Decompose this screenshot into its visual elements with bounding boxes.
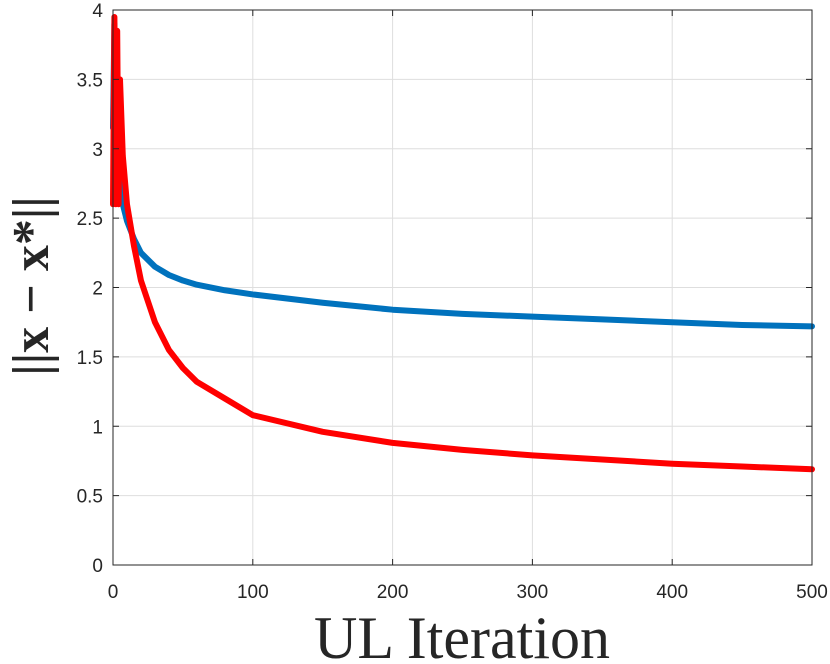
y-tick-label: 3.5	[77, 70, 103, 91]
y-tick-label: 1	[92, 417, 103, 438]
y-tick-label: 2.5	[77, 209, 103, 230]
x-tick-label: 400	[656, 582, 688, 603]
y-tick-label: 0.5	[77, 487, 103, 508]
tick-marks	[112, 9, 813, 566]
y-tick-label: 0	[92, 556, 103, 577]
series-group	[110, 13, 815, 473]
y-axis-label: ||x − x*||	[3, 196, 60, 375]
x-tick-label: 100	[237, 582, 269, 603]
x-tick-label: 500	[796, 582, 828, 603]
x-tick-label: 200	[377, 582, 409, 603]
y-tick-labels: 0 0.5 1 1.5 2 2.5 3 3.5 4	[77, 1, 104, 577]
y-tick-label: 2	[92, 279, 103, 300]
y-tick-label: 4	[92, 1, 103, 22]
x-tick-label: 0	[108, 582, 119, 603]
y-tick-label: 1.5	[77, 348, 103, 369]
x-tick-label: 300	[517, 582, 549, 603]
x-tick-labels: 0 100 200 300 400 500	[108, 582, 828, 603]
series-line-2	[110, 13, 815, 473]
series-line-1	[110, 20, 815, 330]
x-axis-label: UL Iteration	[314, 605, 610, 664]
y-tick-label: 3	[92, 140, 103, 161]
